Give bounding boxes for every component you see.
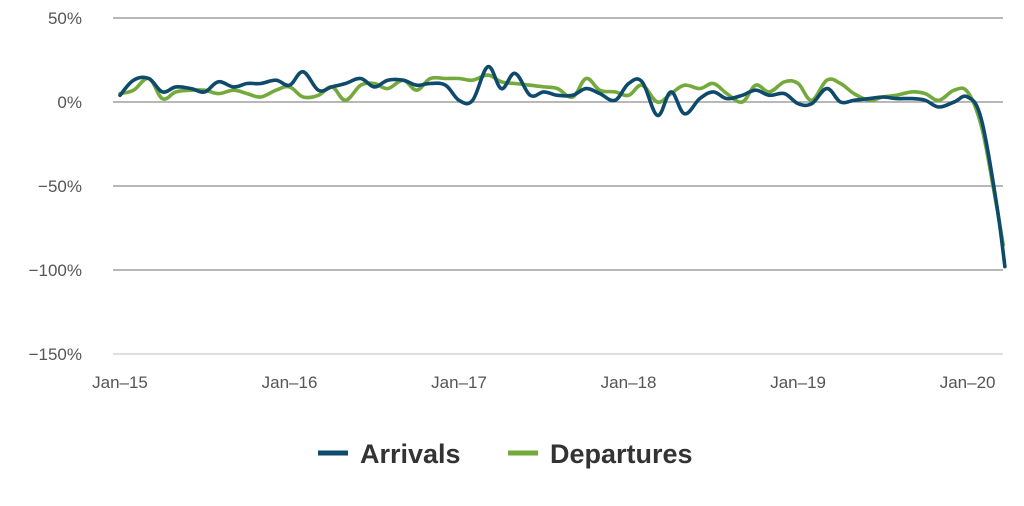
y-tick-label: −150% [29,345,82,364]
series-lines [118,64,1007,269]
gridlines [113,17,1003,355]
legend-label-departures: Departures [550,439,693,469]
series-line-arrivals [118,64,1007,269]
x-tick-label: Jan–18 [601,373,657,392]
series-line-departures [118,73,1005,247]
x-tick-label: Jan–15 [92,373,148,392]
y-tick-label: 50% [48,9,82,28]
y-tick-label: −100% [29,261,82,280]
x-tick-label: Jan–20 [940,373,996,392]
x-tick-label: Jan–17 [431,373,487,392]
y-tick-label: 0% [57,93,82,112]
legend: Arrivals Departures [318,439,693,469]
x-tick-label: Jan–16 [262,373,318,392]
x-tick-label: Jan–19 [770,373,826,392]
legend-label-arrivals: Arrivals [360,439,461,469]
x-axis-tick-labels: Jan–15 Jan–16 Jan–17 Jan–18 Jan–19 Jan–20 [92,373,995,392]
y-tick-label: −50% [38,177,82,196]
y-axis-tick-labels: 50% 0% −50% −100% −150% [29,9,82,364]
